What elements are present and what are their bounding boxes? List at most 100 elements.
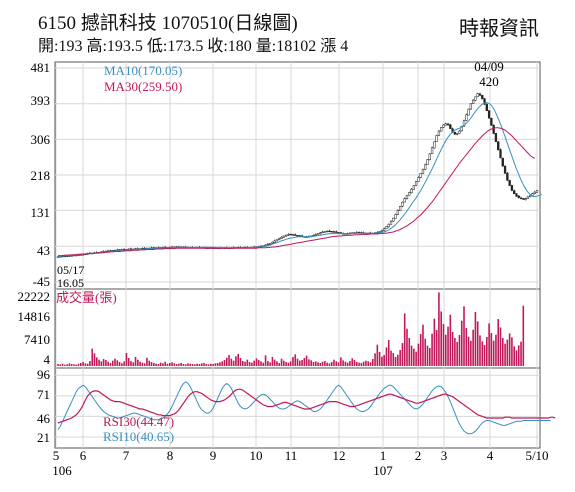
x-tick: 6: [80, 448, 87, 463]
volume-bar: [374, 353, 376, 366]
volume-bar: [237, 354, 239, 366]
price-legend: MA10(170.05) MA30(259.50): [104, 63, 182, 94]
candle-body: [287, 234, 290, 236]
candle-body: [449, 124, 452, 129]
volume-bar: [408, 338, 411, 366]
volume-bar: [298, 360, 301, 366]
price-tick: 306: [31, 132, 51, 147]
price-tick: 393: [31, 93, 51, 108]
volume-bar: [335, 361, 338, 366]
volume-bar: [481, 341, 484, 366]
ma30-line: [58, 127, 535, 257]
volume-bar: [269, 362, 271, 366]
volume-bar: [159, 362, 162, 366]
volume-bar: [200, 363, 203, 366]
candle-body: [414, 181, 418, 186]
x-tick: 5/10: [525, 448, 548, 463]
volume-bar: [515, 350, 518, 366]
high-value-label: 420: [479, 74, 499, 89]
volume-bar: [317, 362, 319, 366]
candle-body: [471, 99, 475, 104]
candle-body: [271, 241, 274, 244]
candle-body: [460, 125, 463, 132]
candle-body: [291, 234, 295, 236]
rsi-tick: 71: [37, 387, 50, 402]
volume-tick: 22222: [18, 289, 51, 304]
rsi-lines: [55, 374, 556, 438]
volume-bar: [89, 361, 91, 366]
volume-bar: [182, 364, 185, 366]
candle-body: [273, 240, 276, 243]
candle-body: [421, 169, 425, 174]
volume-bar: [474, 312, 477, 366]
volume-bar: [212, 364, 214, 366]
candle-body: [412, 185, 415, 190]
volume-bar: [397, 354, 399, 366]
volume-bar: [346, 362, 349, 366]
candle-body: [335, 231, 338, 233]
volume-bar: [522, 305, 525, 366]
volume-bar: [230, 358, 233, 366]
volume-bar: [235, 356, 237, 366]
volume-bar: [467, 336, 470, 366]
volume-bar: [267, 361, 269, 366]
volume-bars: [57, 292, 525, 366]
volume-bar: [228, 355, 230, 366]
candle-body: [462, 120, 466, 127]
candle-body: [437, 130, 441, 136]
volume-legend: 成交量(張): [56, 290, 117, 305]
candle-body: [492, 125, 495, 134]
volume-bar: [68, 363, 71, 366]
volume-bar: [114, 358, 116, 366]
volume-bar: [483, 345, 486, 366]
volume-bar: [196, 363, 198, 366]
volume-bar: [394, 357, 397, 366]
volume-bar: [460, 320, 463, 366]
volume-bar: [198, 364, 201, 366]
volume-bar: [205, 364, 208, 366]
candle-body: [435, 135, 438, 142]
ohlcv-summary: 開:193 高:193.5 低:173.5 收:180 量:18102 漲 4: [38, 38, 349, 55]
candle-body: [467, 108, 470, 116]
volume-bar: [285, 362, 287, 366]
volume-bar: [95, 357, 98, 366]
volume-bar: [454, 338, 456, 366]
candle-body: [387, 223, 390, 228]
volume-bar: [342, 360, 344, 366]
candle-body: [408, 192, 411, 196]
x-tick: 3: [441, 448, 448, 463]
volume-bar: [465, 328, 468, 366]
volume-bar: [210, 363, 212, 366]
volume-bar: [319, 363, 322, 366]
volume-bar: [162, 363, 164, 366]
volume-bar: [312, 362, 315, 366]
candle-body: [440, 127, 443, 132]
volume-bar: [155, 363, 157, 366]
volume-bar: [303, 358, 306, 366]
volume-bar: [344, 361, 347, 366]
volume-bar: [219, 362, 221, 366]
candle-body: [401, 202, 404, 207]
volume-bar: [413, 348, 415, 366]
candle-body: [430, 147, 434, 154]
candle-body: [330, 231, 333, 233]
volume-bar: [276, 361, 278, 366]
volume-bar: [358, 362, 360, 366]
candle-body: [533, 191, 536, 194]
source-brand: 時報資訊: [459, 18, 539, 40]
volume-bar: [337, 362, 340, 366]
candle-body: [403, 198, 406, 203]
volume-bar: [403, 313, 406, 366]
volume-bar: [321, 361, 324, 366]
volume-bar: [232, 360, 235, 366]
candle-body: [487, 110, 491, 119]
volume-bar: [93, 353, 96, 366]
volume-bar: [166, 363, 169, 366]
volume-bar: [308, 359, 310, 366]
volume-y-axis: 22222 14816 7410 4: [18, 289, 51, 367]
year-label: 107: [373, 463, 393, 478]
rsi30-legend: RSI30(44.47): [103, 414, 174, 429]
volume-bar: [399, 350, 401, 366]
volume-bar: [410, 345, 413, 366]
volume-bar: [479, 335, 481, 366]
